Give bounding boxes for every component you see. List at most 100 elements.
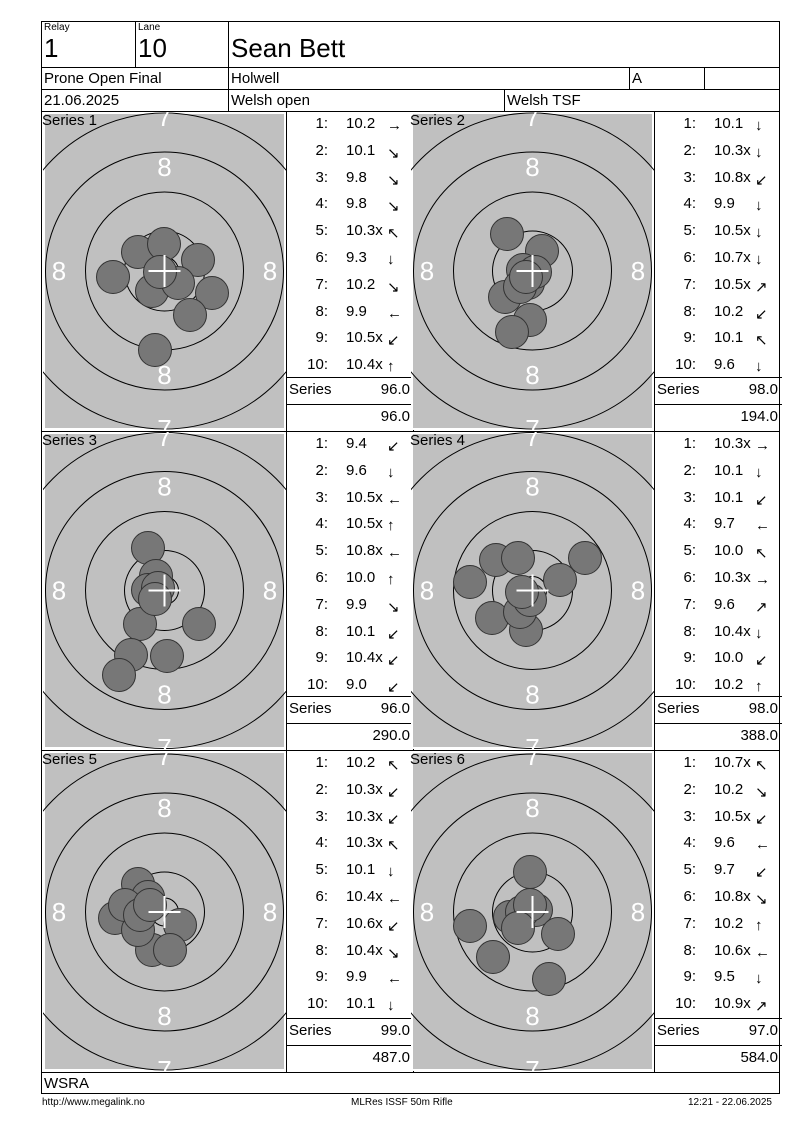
target-ring: [45, 151, 284, 391]
series-total: 98.0: [748, 381, 778, 398]
shot-score: 10.4x: [346, 888, 383, 905]
running-total: 584.0: [740, 1049, 778, 1066]
summary-line: [286, 1045, 414, 1046]
direction-arrow-icon: ↓: [755, 117, 763, 134]
direction-arrow-icon: ←: [755, 836, 770, 854]
shot-row: 4: 9.7 ←: [654, 515, 782, 541]
ring-number: 7: [525, 414, 539, 430]
shot-number: 1:: [315, 754, 328, 771]
shot-number: 4:: [315, 834, 328, 852]
shot-number: 5:: [683, 222, 696, 240]
shot-row: 9: 10.4x ↙: [286, 649, 414, 675]
shot-number: 7:: [315, 914, 328, 932]
shot-hole: [495, 315, 529, 349]
ring-number: 8: [157, 1001, 171, 1031]
relay-value: 1: [44, 33, 59, 63]
shot-row: 2: 10.3x ↙: [286, 781, 414, 807]
summary-line: [286, 696, 414, 697]
shot-number: 8:: [315, 941, 328, 959]
shot-number: 10:: [307, 356, 328, 374]
shot-hole: [513, 855, 547, 889]
shot-row: 5: 9.7 ↙: [654, 861, 782, 887]
ring-number: 8: [420, 256, 434, 286]
direction-arrow-icon: ↑: [755, 916, 763, 934]
direction-arrow-icon: ↗: [755, 278, 768, 296]
table-divider: [286, 111, 287, 431]
shot-score: 10.3x: [714, 435, 751, 452]
shot-hole: [195, 276, 229, 310]
shot-number: 8:: [683, 941, 696, 959]
shot-row: 2: 10.1 ↓: [654, 462, 782, 488]
table-divider: [286, 431, 287, 750]
direction-arrow-icon: ↘: [387, 598, 400, 616]
shot-number: 4:: [683, 515, 696, 533]
table-divider: [654, 111, 655, 431]
shot-score: 10.3x: [346, 780, 383, 798]
shot-score: 9.9: [346, 302, 367, 320]
series-total: 97.0: [748, 1022, 778, 1039]
shot-row: 9: 10.1 ↖: [654, 329, 782, 355]
shot-row: 5: 10.5x ↓: [654, 222, 782, 248]
footer-url[interactable]: http://www.megalink.no: [42, 1097, 145, 1108]
shot-row: 6: 10.3x →: [654, 569, 782, 595]
shot-score: 9.3: [346, 249, 367, 266]
org-line: [41, 1072, 780, 1073]
target-face: 7 8 8 7 8 8: [411, 751, 654, 1071]
shot-row: 10: 9.6 ↓: [654, 356, 782, 382]
event-name: Prone Open Final: [44, 70, 162, 87]
direction-arrow-icon: ↓: [755, 358, 763, 376]
summary-line: [654, 1045, 782, 1046]
shot-score: 10.8x: [714, 168, 751, 186]
shot-number: 6:: [315, 888, 328, 905]
ring-number: 7: [157, 1055, 171, 1071]
shot-score: 10.6x: [346, 914, 383, 932]
shot-hole: [138, 333, 172, 367]
shot-number: 10:: [675, 676, 696, 694]
ring-number: 8: [52, 256, 66, 286]
direction-arrow-icon: ↓: [387, 251, 395, 268]
shot-number: 4:: [683, 834, 696, 852]
target-ring: [453, 832, 612, 992]
ring-number: 8: [525, 680, 539, 710]
direction-arrow-icon: ←: [755, 517, 770, 535]
club-name: Holwell: [231, 70, 280, 87]
shot-row: 3: 10.8x ↙: [654, 169, 782, 195]
shot-row: 1: 10.1 ↓: [654, 115, 782, 141]
summary-line: [654, 404, 782, 405]
shot-score: 10.8x: [346, 542, 383, 560]
direction-arrow-icon: ↘: [387, 278, 400, 296]
shot-hole: [133, 888, 167, 922]
shot-row: 3: 10.5x ←: [286, 489, 414, 515]
shot-number: 3:: [683, 168, 696, 186]
shot-number: 10:: [307, 995, 328, 1013]
shot-number: 5:: [315, 222, 328, 240]
shot-row: 7: 10.6x ↙: [286, 915, 414, 941]
shot-number: 2:: [683, 461, 696, 479]
direction-arrow-icon: ←: [755, 943, 770, 961]
direction-arrow-icon: ↘: [387, 171, 400, 189]
shot-score: 9.8: [346, 168, 367, 186]
shot-score: 9.9: [714, 195, 735, 213]
direction-arrow-icon: ↑: [387, 571, 395, 588]
shot-number: 8:: [683, 622, 696, 640]
direction-arrow-icon: ↙: [387, 438, 400, 455]
shot-row: 7: 9.6 ↗: [654, 596, 782, 622]
target-ring: [453, 511, 612, 670]
direction-arrow-icon: ↖: [755, 545, 768, 563]
shot-row: 5: 10.1 ↓: [286, 861, 414, 887]
target-ring: [45, 471, 284, 710]
series-total: 99.0: [380, 1022, 410, 1039]
shot-row: 8: 9.9 ←: [286, 303, 414, 329]
shot-score: 10.1: [346, 622, 376, 640]
shot-number: 2:: [683, 780, 696, 798]
target-ring: [453, 191, 612, 351]
summary-line: [654, 377, 782, 378]
direction-arrow-icon: ↓: [387, 863, 395, 881]
shot-score: 10.2: [714, 302, 744, 320]
shot-score: 10.2: [346, 754, 376, 771]
table-divider: [654, 431, 655, 750]
shot-score: 10.2: [714, 780, 744, 798]
series-title: Series 3: [42, 432, 98, 449]
shot-row: 6: 9.3 ↓: [286, 249, 414, 275]
shot-score: 10.4x: [714, 622, 751, 640]
